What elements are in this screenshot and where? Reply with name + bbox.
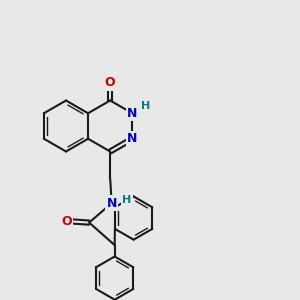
Text: N: N	[127, 107, 137, 120]
Text: O: O	[61, 214, 72, 228]
Text: H: H	[141, 101, 150, 111]
Text: N: N	[127, 132, 137, 145]
Text: N: N	[106, 196, 117, 210]
Text: H: H	[122, 195, 131, 205]
Text: O: O	[105, 76, 116, 89]
